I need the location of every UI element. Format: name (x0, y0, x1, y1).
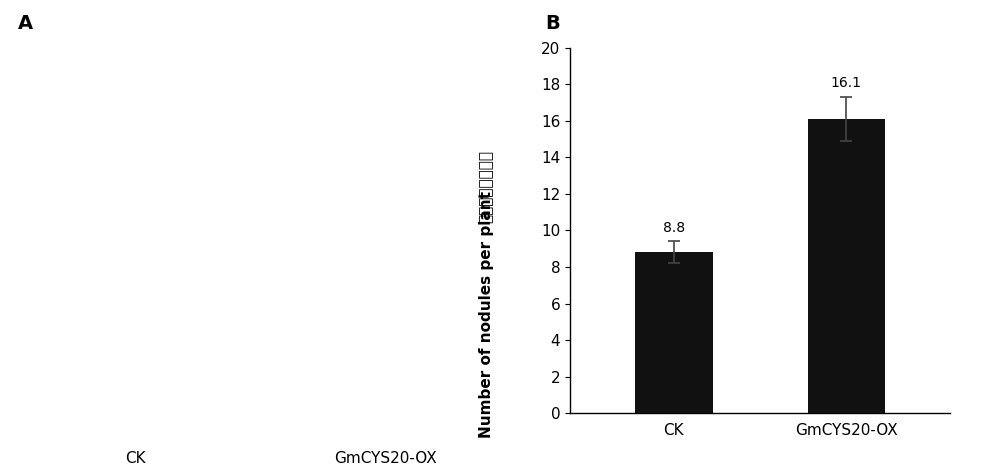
Text: CK: CK (125, 451, 146, 466)
Text: 单株平均结瘀数目: 单株平均结瘀数目 (479, 150, 494, 223)
Text: Number of nodules per plant: Number of nodules per plant (479, 191, 494, 438)
Text: 16.1: 16.1 (831, 76, 862, 90)
Text: A: A (18, 14, 33, 33)
Text: B: B (545, 14, 560, 33)
Bar (635, 252, 712, 413)
Text: GmCYS20-OX: GmCYS20-OX (334, 451, 437, 466)
Bar (808, 119, 885, 413)
Text: 8.8: 8.8 (663, 221, 685, 235)
